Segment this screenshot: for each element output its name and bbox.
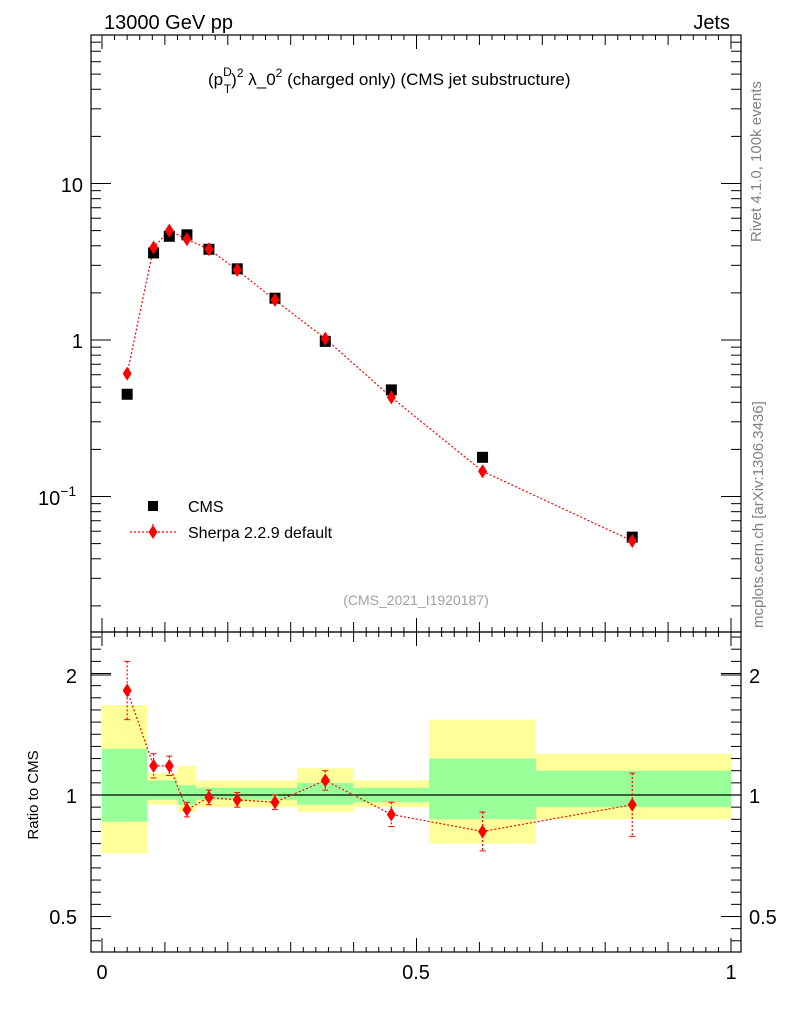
ratio-ytick-label-2: 2 xyxy=(66,666,77,688)
xtick-label-0: 0 xyxy=(96,962,107,984)
mc-data-point xyxy=(182,232,192,247)
ratio-ytick-label-2-right: 2 xyxy=(749,666,760,688)
ratio-data-point xyxy=(232,792,242,807)
ratio-frame xyxy=(90,631,742,953)
mc-series-line xyxy=(126,229,633,542)
mc-data-point xyxy=(149,240,159,255)
ratio-data-point xyxy=(270,795,280,810)
mc-data-point xyxy=(627,533,637,548)
ytick-label-0.1: 10−1 xyxy=(38,483,76,510)
header-right: Jets xyxy=(693,12,730,34)
main-data-layer xyxy=(121,223,638,550)
cms-data-point xyxy=(477,451,489,463)
mc-data-point xyxy=(320,331,330,346)
header-left: 13000 GeV pp xyxy=(104,12,233,34)
plot-title: (pD T)2 λ_02 (charged only) (CMS jet subs… xyxy=(208,65,571,96)
ratio-data-point xyxy=(182,802,192,817)
main-panel: (pD T)2 λ_02 (charged only) (CMS jet subs… xyxy=(38,34,742,633)
ratio-band-green xyxy=(161,780,178,800)
ratio-band-green xyxy=(429,758,537,820)
rivet-label: Rivet 4.1.0, 100k events xyxy=(748,81,765,242)
ratio-ytick-label-1: 1 xyxy=(66,786,77,808)
ytick-label-1: 1 xyxy=(72,331,83,353)
ytick-label-10: 10 xyxy=(61,175,83,197)
analysis-watermark: (CMS_2021_I1920187) xyxy=(343,592,489,608)
main-frame xyxy=(90,34,742,633)
legend-label-cms: CMS xyxy=(188,499,224,516)
ratio-data-point xyxy=(627,797,637,812)
ratio-data-point xyxy=(320,773,330,788)
ratio-data-point xyxy=(122,683,132,698)
ratio-ytick-label-0.5: 0.5 xyxy=(49,907,77,929)
legend-marker-cms xyxy=(148,501,158,511)
ratio-axis-ticks xyxy=(91,632,741,952)
ratio-data-point xyxy=(149,758,159,773)
mc-data-point xyxy=(478,464,488,479)
ratio-band-green xyxy=(147,780,162,800)
ratio-ytick-label-0.5-right: 0.5 xyxy=(749,907,777,929)
mc-data-point xyxy=(270,293,280,308)
mc-data-point xyxy=(204,242,214,257)
legend-marker-sherpa xyxy=(148,525,158,539)
ratio-ytick-label-1-right: 1 xyxy=(749,786,760,808)
ratio-data-point xyxy=(386,807,396,822)
ratio-data-point xyxy=(164,758,174,773)
mc-data-point xyxy=(386,390,396,405)
ratio-band-green xyxy=(252,787,297,800)
cms-data-point xyxy=(385,384,397,396)
ratio-data-point xyxy=(478,824,488,839)
main-axis-ticks xyxy=(91,35,741,632)
legend: CMS Sherpa 2.2.9 default xyxy=(130,499,333,542)
ratio-band-green xyxy=(102,748,148,822)
ratio-panel: 2 1 0.5 2 1 0.5 Ratio to CMS 0 0.5 1 xyxy=(25,631,777,984)
xtick-label-1: 1 xyxy=(725,962,736,984)
mc-data-point xyxy=(122,366,132,381)
xtick-label-0.5: 0.5 xyxy=(402,962,430,984)
cms-data-point xyxy=(121,388,133,400)
mc-data-point xyxy=(232,263,242,278)
legend-label-sherpa: Sherpa 2.2.9 default xyxy=(188,525,333,542)
ratio-ylabel: Ratio to CMS xyxy=(25,750,42,839)
mcplots-label: mcplots.cern.ch [arXiv:1306.3436] xyxy=(750,401,767,628)
ratio-data-point xyxy=(204,790,214,805)
ratio-uncertainty-bands xyxy=(102,705,731,854)
ratio-data-layer xyxy=(122,660,637,852)
mc-data-point xyxy=(164,223,174,238)
